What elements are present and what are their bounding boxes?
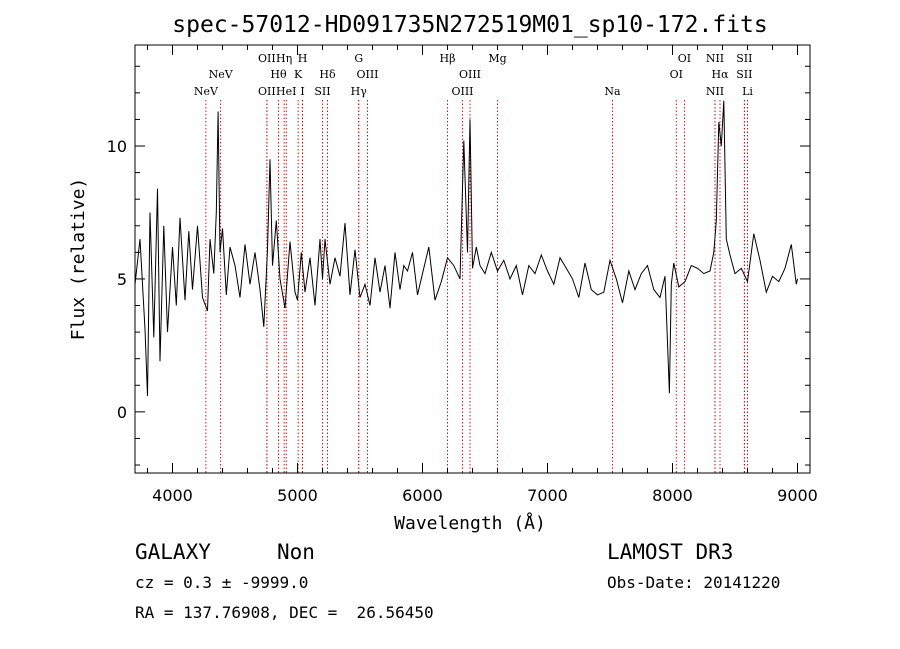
line-label: OIII [451,85,473,98]
chart-title: spec-57012-HD091735N272519M01_sp10-172.f… [172,12,767,38]
redshift-text: cz = 0.3 ± -9999.0 [135,573,309,592]
line-label: SII [314,85,330,98]
spectrum-line [134,100,798,396]
object-class: GALAXY [135,540,211,564]
x-axis-label: Wavelength (Å) [394,512,546,534]
line-label: Hγ [351,85,368,98]
y-tick-label: 10 [107,137,127,156]
line-label: Hη [276,52,292,65]
obs-date-text: Obs-Date: 20141220 [607,573,781,592]
x-tick-label: 9000 [777,486,818,505]
x-tick-label: 8000 [652,486,693,505]
x-tick-label: 7000 [527,486,568,505]
line-label: HeI [276,85,296,98]
line-label: G [354,52,363,65]
line-label: Mg [488,52,506,65]
line-label: OII [258,52,276,65]
y-tick-label: 5 [117,270,127,289]
line-label: SII [736,52,752,65]
line-label: Na [604,85,621,98]
line-label: NeV [209,68,234,81]
x-tick-label: 5000 [277,486,318,505]
y-tick-label: 0 [117,403,127,422]
line-label: H [298,52,308,65]
line-label: Hβ [440,52,456,65]
object-subclass: Non [277,540,315,564]
line-label: SII [736,68,752,81]
x-tick-label: 4000 [152,486,193,505]
line-label: Hδ [319,68,336,81]
line-label: NII [706,52,724,65]
y-axis-label: Flux (relative) [68,178,89,341]
line-label: Li [742,85,753,98]
line-label: NII [706,85,724,98]
line-label: I [300,85,304,98]
x-tick-label: 6000 [402,486,443,505]
line-label: OI [670,68,683,81]
line-label: K [294,68,303,81]
line-label: Hθ [270,68,287,81]
line-label: OI [678,52,691,65]
radec-text: RA = 137.76908, DEC = 26.56450 [135,603,434,622]
line-label: OIII [356,68,378,81]
line-label: Hα [711,68,729,81]
survey-name: LAMOST DR3 [607,540,734,564]
line-label: OIII [459,68,481,81]
line-label: OII [258,85,276,98]
line-label: NeV [194,85,219,98]
